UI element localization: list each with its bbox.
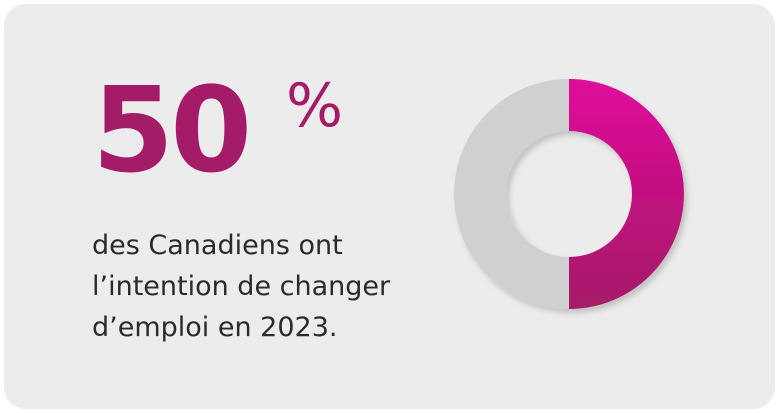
infographic-card: 50 % des Canadiens ont l’intention de ch… [4,4,775,409]
statistic: 50 % [92,70,392,200]
donut-slice-remainder [454,79,569,309]
stat-caption: des Canadiens ont l’intention de changer… [92,225,412,348]
donut-chart [452,77,696,321]
donut-chart-svg [454,79,684,309]
caption-line-3: d’emploi en 2023. [92,312,338,343]
stat-value: 50 [92,61,252,199]
caption-line-2: l’intention de changer [92,271,391,302]
stat-unit: % [286,71,344,141]
caption-line-1: des Canadiens ont [92,230,343,261]
donut-slice-highlight [569,79,684,309]
